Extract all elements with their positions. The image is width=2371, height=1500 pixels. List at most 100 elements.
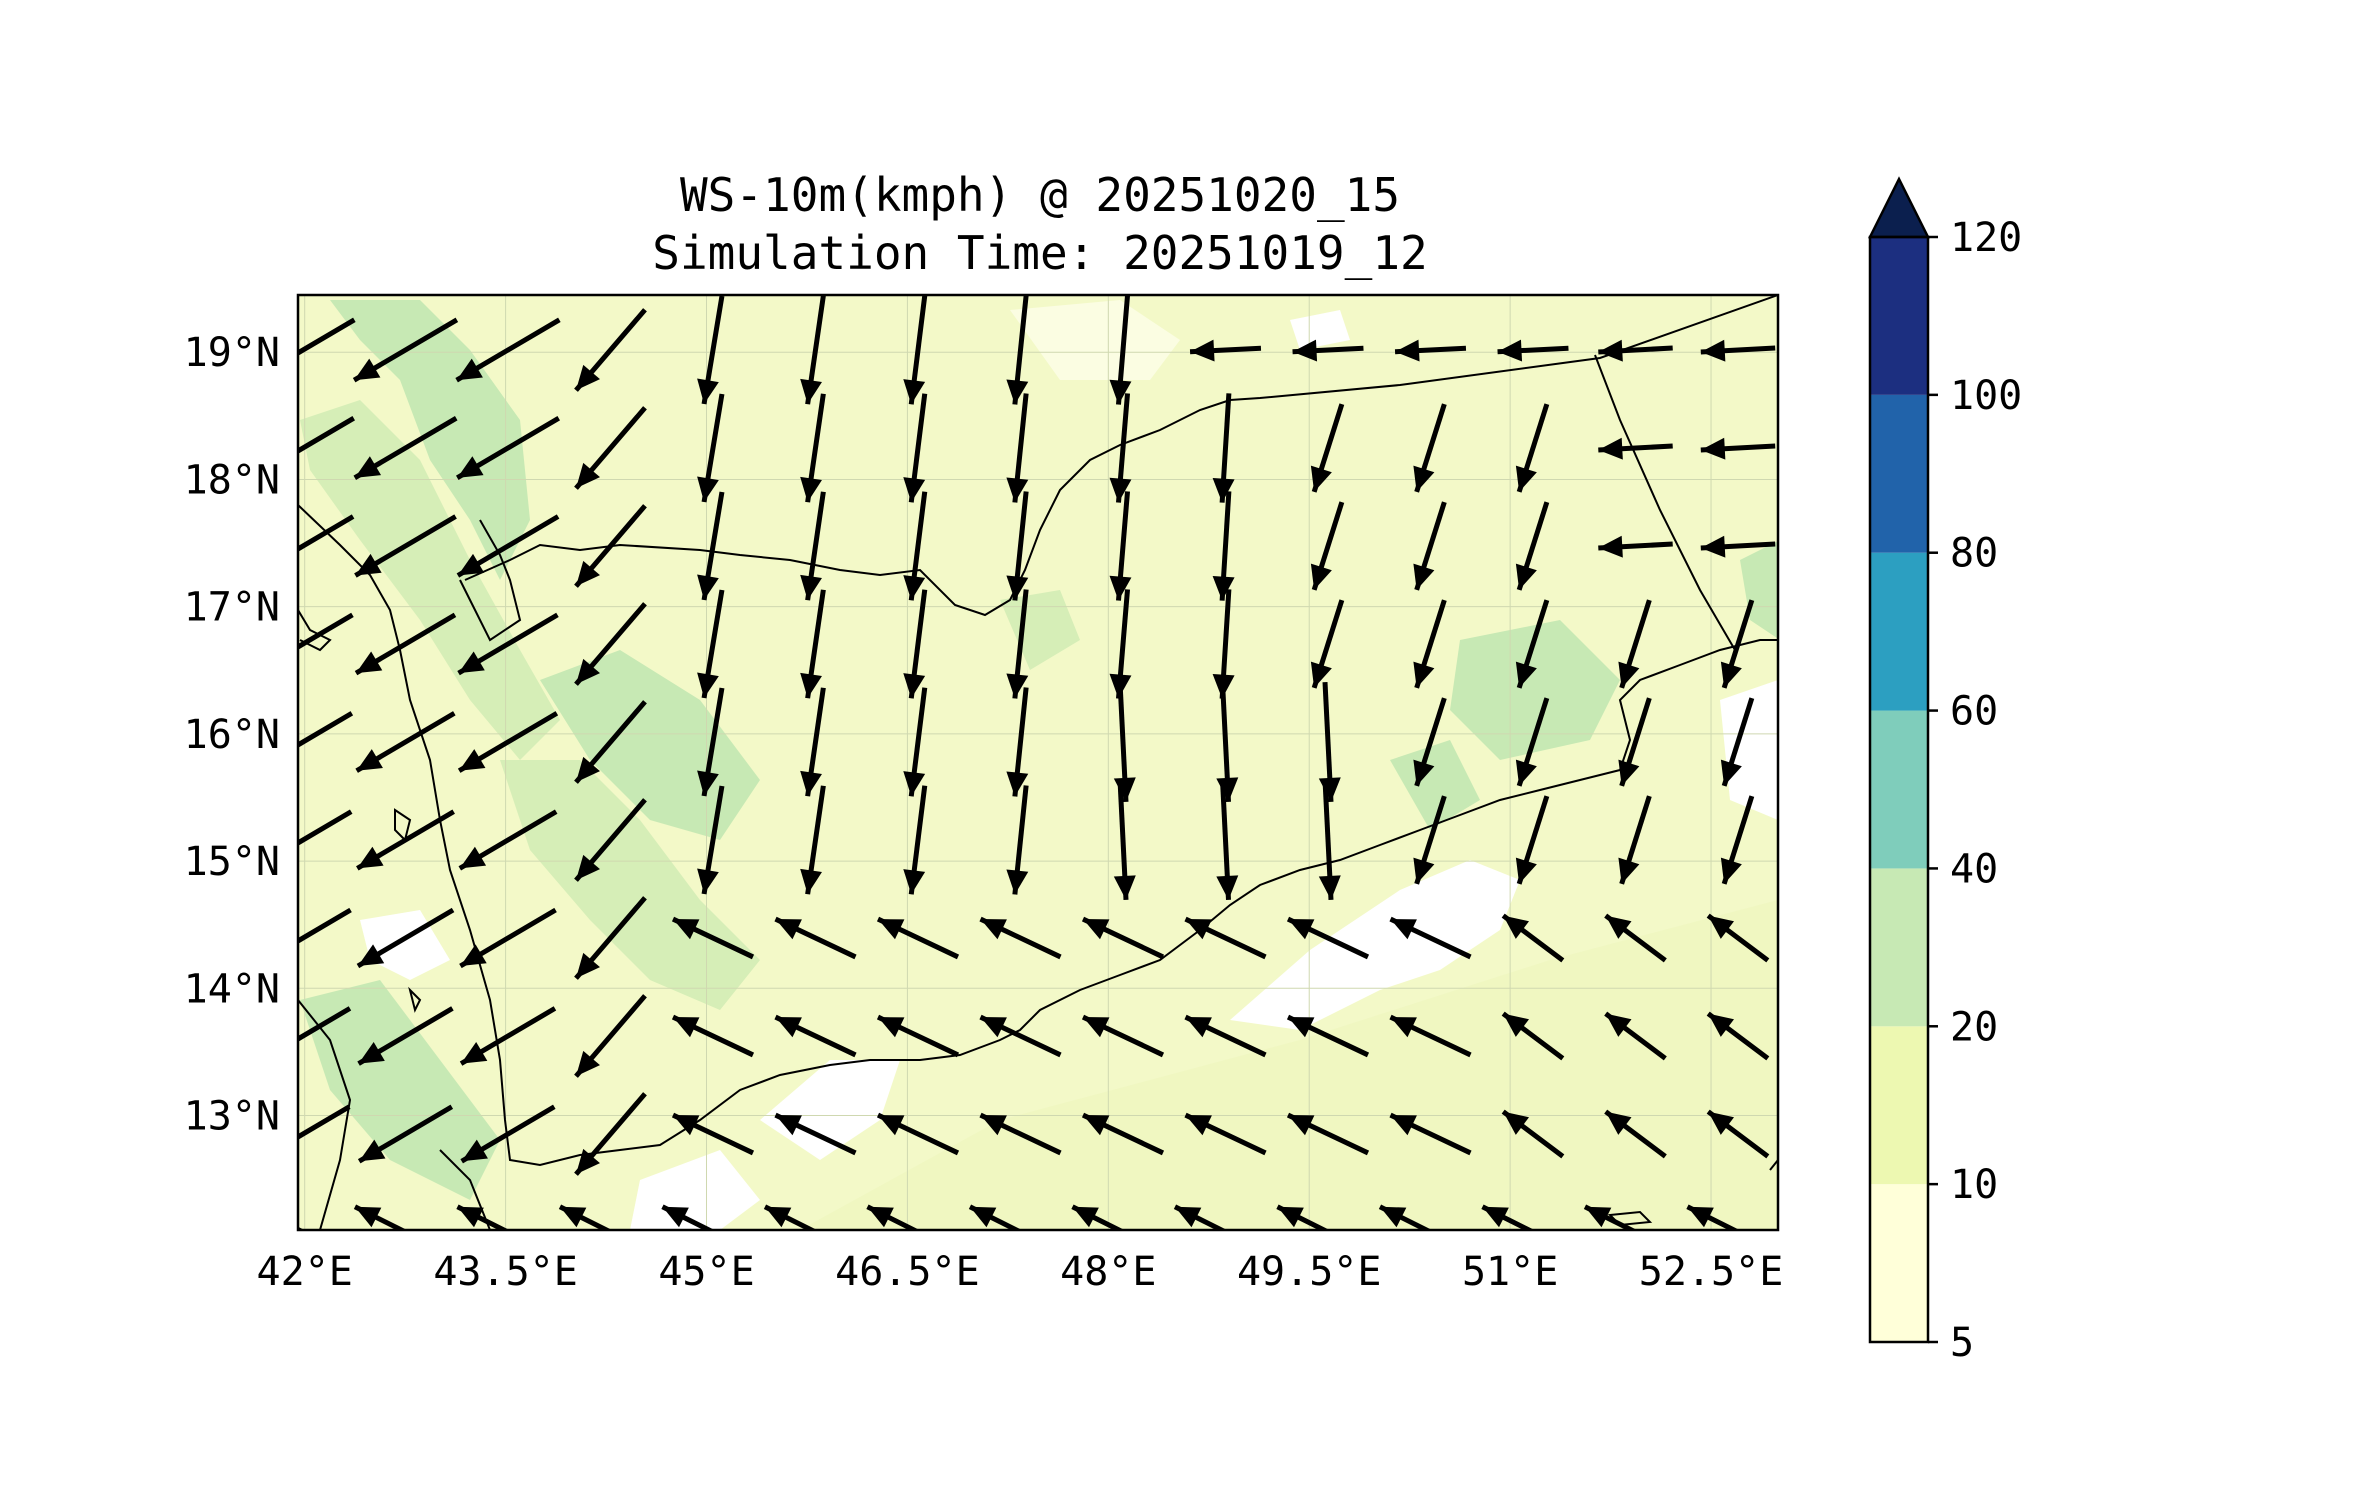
wind-arrow bbox=[1212, 393, 1235, 503]
wind-arrow bbox=[903, 295, 928, 405]
wind-arrow bbox=[1071, 1204, 1125, 1230]
wind-arrow bbox=[697, 491, 725, 601]
wind-arrow bbox=[456, 416, 560, 480]
colorbar: 5 10 20 40 60 80 100 120 bbox=[1867, 176, 2022, 1366]
wind-arrow bbox=[1706, 1109, 1770, 1159]
wind-arrow bbox=[1310, 403, 1345, 493]
wind-arrow bbox=[1604, 1011, 1667, 1061]
x-tick-label: 45°E bbox=[658, 1249, 754, 1295]
wind-arrow bbox=[697, 295, 725, 405]
y-tick-label: 15°N bbox=[184, 839, 280, 885]
wind-arrow bbox=[574, 798, 647, 882]
wind-arrow bbox=[1413, 403, 1447, 493]
wind-arrow bbox=[876, 1112, 960, 1156]
wind-arrow bbox=[354, 612, 457, 676]
x-tick-label: 43.5°E bbox=[433, 1249, 578, 1295]
y-tick-label: 16°N bbox=[184, 712, 280, 758]
wind-arrow bbox=[1706, 913, 1770, 963]
wind-arrow bbox=[574, 994, 647, 1078]
colorbar-tick-label: 80 bbox=[1950, 531, 1998, 577]
wind-arrow bbox=[1310, 501, 1345, 591]
wind-arrow bbox=[1618, 795, 1652, 885]
wind-arrow bbox=[459, 907, 557, 969]
wind-arrow bbox=[356, 907, 455, 969]
wind-arrow bbox=[298, 809, 353, 846]
wind-arrow bbox=[1212, 491, 1235, 601]
wind-arrow bbox=[661, 1204, 715, 1230]
y-tick-label: 13°N bbox=[184, 1094, 280, 1140]
x-tick-label: 42°E bbox=[257, 1249, 353, 1295]
wind-arrow bbox=[574, 896, 647, 980]
wind-arrow bbox=[1310, 599, 1345, 689]
wind-speed-contours bbox=[300, 300, 1778, 1230]
wind-arrow bbox=[357, 1006, 454, 1066]
colorbar-segment bbox=[1870, 710, 1928, 869]
wind-arrow bbox=[1720, 795, 1755, 885]
wind-arrow bbox=[356, 809, 455, 871]
wind-arrow bbox=[1378, 1204, 1433, 1230]
wind-arrow bbox=[671, 1112, 755, 1156]
colorbar-frame bbox=[1868, 235, 1930, 1344]
wind-arrow bbox=[1598, 437, 1673, 460]
x-tick-label: 52.5°E bbox=[1639, 1249, 1784, 1295]
wind-arrow bbox=[1184, 1014, 1267, 1058]
wind-arrow bbox=[574, 1092, 647, 1176]
map-gridlines bbox=[298, 295, 1778, 1230]
wind-arrow bbox=[457, 711, 559, 773]
wind-arrow bbox=[1286, 916, 1370, 960]
colorbar-tick-label: 5 bbox=[1950, 1320, 1974, 1366]
wind-arrow bbox=[1006, 589, 1029, 699]
wind-arrow bbox=[671, 916, 755, 960]
y-axis-ticks: 19°N 18°N 17°N 16°N 15°N 14°N 13°N bbox=[184, 330, 280, 1139]
wind-arrow bbox=[459, 1006, 557, 1066]
wind-arrow bbox=[1686, 1204, 1740, 1230]
wind-arrow bbox=[574, 308, 647, 392]
wind-arrow bbox=[968, 1204, 1023, 1230]
wind-arrow bbox=[671, 1014, 755, 1058]
colorbar-segment bbox=[1870, 237, 1928, 395]
wind-arrow bbox=[298, 317, 356, 356]
colorbar-tick-label: 100 bbox=[1950, 373, 2022, 419]
wind-arrow bbox=[1113, 779, 1136, 901]
colorbar-segment bbox=[1870, 1184, 1928, 1342]
map-frame bbox=[296, 293, 1780, 1232]
wind-vectors bbox=[298, 295, 1776, 1230]
wind-arrow bbox=[774, 916, 857, 960]
wind-arrow bbox=[979, 916, 1062, 960]
wind-arrow bbox=[1604, 913, 1667, 963]
wind-arrow bbox=[1618, 599, 1652, 689]
colorbar-segment bbox=[1870, 868, 1928, 1027]
wind-arrow bbox=[1501, 1109, 1565, 1159]
wind-arrow bbox=[1216, 779, 1239, 901]
wind-arrow bbox=[1604, 1109, 1667, 1159]
wind-arrow bbox=[800, 393, 826, 503]
wind-arrow bbox=[1700, 535, 1776, 558]
x-tick-label: 48°E bbox=[1060, 1249, 1156, 1295]
wind-arrow bbox=[1481, 1204, 1535, 1230]
wind-arrow bbox=[1286, 1112, 1370, 1156]
wind-arrow bbox=[1184, 1112, 1267, 1156]
wind-arrow bbox=[1501, 913, 1565, 963]
y-tick-label: 14°N bbox=[184, 966, 280, 1012]
wind-arrow bbox=[1173, 1204, 1228, 1230]
y-tick-label: 19°N bbox=[184, 330, 280, 376]
wind-arrow bbox=[1081, 1112, 1165, 1156]
wind-arrow bbox=[352, 317, 459, 383]
wind-arrow bbox=[903, 589, 928, 699]
colorbar-segment bbox=[1870, 1026, 1928, 1185]
wind-arrow bbox=[1276, 1204, 1330, 1230]
wind-arrow bbox=[1006, 687, 1029, 797]
wind-arrow bbox=[1720, 697, 1755, 787]
wind-arrow bbox=[1720, 599, 1755, 689]
wind-arrow bbox=[1497, 339, 1569, 362]
wind-arrow bbox=[354, 514, 457, 578]
wind-arrow bbox=[903, 393, 928, 503]
wind-arrow bbox=[1583, 1204, 1638, 1230]
title-main: WS-10m(kmph) @ 20251020_15 bbox=[679, 168, 1401, 222]
wind-arrow bbox=[1515, 501, 1550, 591]
wind-arrow bbox=[1006, 393, 1029, 503]
wind-arrow bbox=[1394, 339, 1467, 362]
wind-arrow bbox=[1700, 339, 1776, 362]
wind-arrow bbox=[800, 491, 826, 601]
